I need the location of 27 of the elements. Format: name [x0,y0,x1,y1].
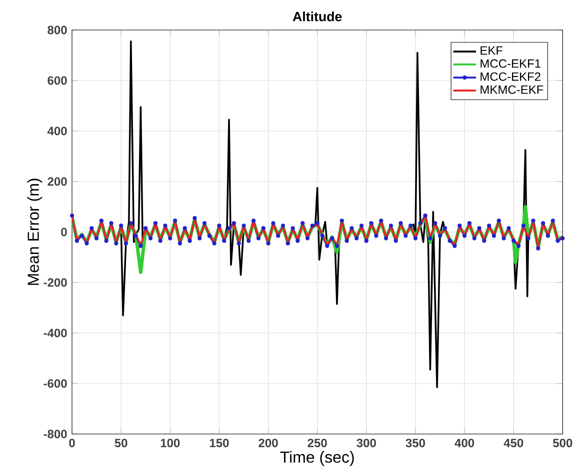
y-tick-label: -400 [44,328,67,338]
y-tick-label: -800 [44,430,67,438]
x-tick-label: 0 [69,438,75,448]
x-tick-label: 200 [258,438,278,448]
x-tick-label: 450 [504,438,524,448]
y-tick-label: 0 [61,228,67,236]
legend-label: EKF [480,46,503,55]
y-tick-label: 800 [48,26,67,34]
y-tick-label: 200 [48,177,67,186]
y-tick-label: 600 [48,76,67,85]
x-tick-label: 50 [114,438,128,448]
legend-label: MCC-EKF2 [480,72,540,81]
y-tick-label: -200 [44,278,67,287]
x-axis-title: Time (sec) [280,451,354,466]
legend-label: MCC-EKF1 [480,59,540,68]
y-tick-label: 400 [47,126,67,136]
x-tick-label: 500 [553,438,572,448]
x-tick-label: 250 [308,438,327,448]
chart-title: Altitude [292,11,342,22]
y-axis-title: Mean Error (m) [27,178,42,285]
y-tick-label: -600 [44,379,67,388]
legend-label: MKMC-EKF [480,85,544,94]
x-tick-label: 300 [356,438,376,448]
x-tick-label: 350 [406,438,425,448]
x-tick-label: 400 [454,438,474,448]
x-tick-label: 150 [210,438,229,448]
x-tick-label: 100 [160,438,180,448]
